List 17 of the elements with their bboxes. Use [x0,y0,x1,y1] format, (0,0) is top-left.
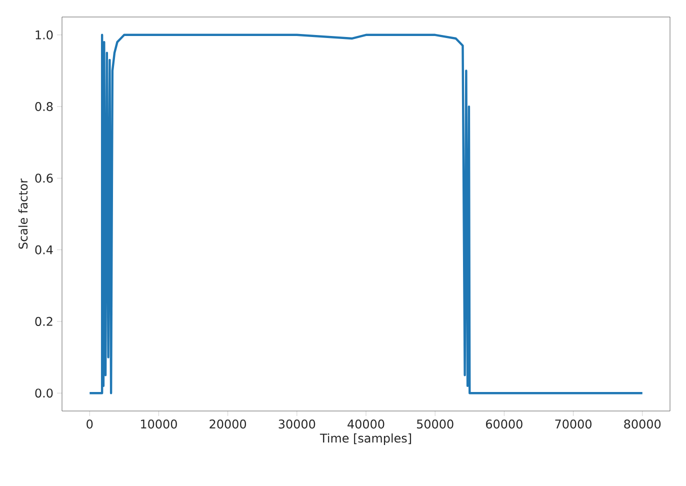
x-tick-label: 70000 [555,420,592,429]
x-tick-label: 50000 [417,420,454,429]
x-tick-label: 30000 [278,420,316,429]
x-tick-label: 0 [86,420,93,429]
x-tick-label: 80000 [624,420,661,429]
y-tick-label: 0.4 [35,245,53,254]
y-tick-label: 1.0 [36,30,53,40]
x-tick-label: 20000 [210,420,246,429]
y-tick-label: 0.6 [35,174,53,183]
y-tick-label: 0.2 [35,316,52,326]
x-axis-title: Time [samples] [320,433,412,445]
y-tick-label: 0.0 [35,388,53,398]
x-tick-label: 10000 [141,420,177,429]
y-tick-label: 0.8 [35,102,53,112]
y-axis-title: Scale factor [18,178,28,249]
x-tick-label: 40000 [348,420,384,429]
x-tick-label: 60000 [486,420,522,429]
